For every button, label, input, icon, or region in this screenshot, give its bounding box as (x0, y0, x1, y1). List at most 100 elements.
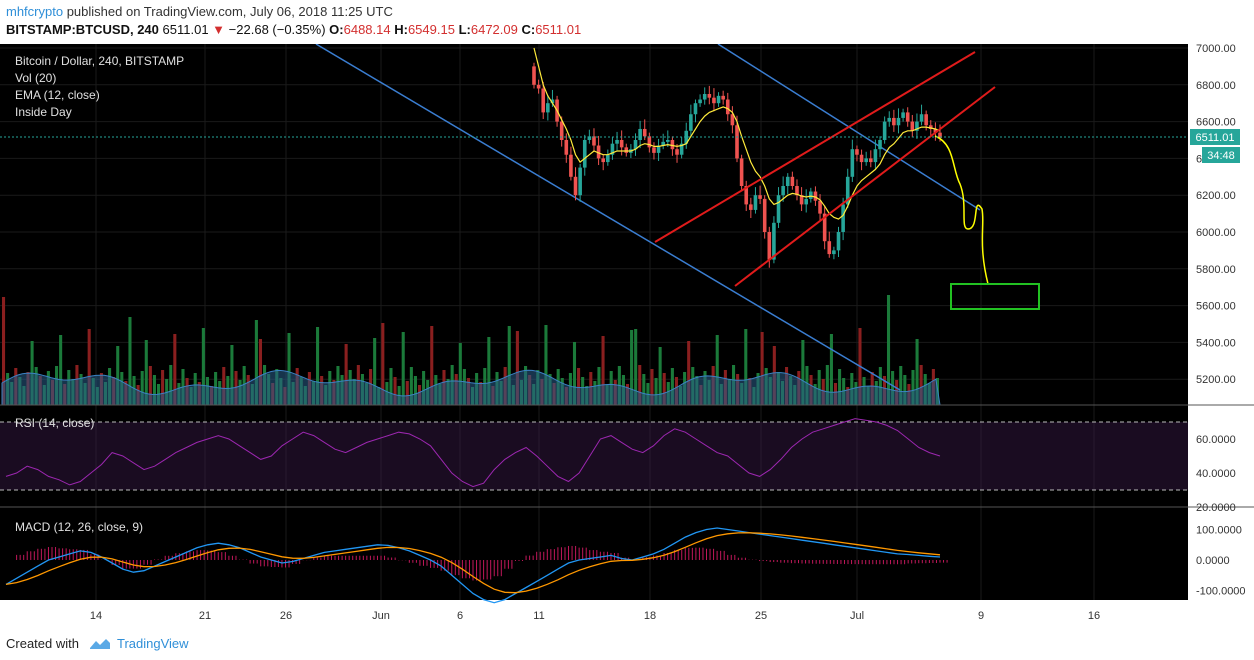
ema-line (533, 47, 941, 220)
candle-body (772, 222, 776, 260)
candle-body (799, 195, 804, 205)
macd-tick-label: -100.0000 (1196, 586, 1246, 598)
candle-body (550, 99, 555, 104)
author-link[interactable]: mhfcrypto (6, 4, 64, 19)
volume-bar (642, 374, 646, 405)
ohlc-line: BITSTAMP:BTCUSD, 240 6511.01 ▼ −22.68 (−… (6, 22, 581, 37)
volume-bar (891, 371, 895, 405)
price-change: −22.68 (−0.35%) (228, 22, 326, 37)
candle-body (804, 198, 809, 205)
volume-bar (829, 334, 833, 405)
candle-body (596, 145, 601, 159)
candle-body (546, 103, 550, 113)
volume-bar (152, 375, 156, 405)
close-label: C: (521, 22, 536, 37)
candle-body (762, 198, 767, 232)
candle-body (882, 121, 887, 140)
volume-bar (638, 365, 642, 405)
candle-body (896, 117, 901, 126)
candle-body (892, 117, 896, 126)
down-arrow-icon: ▼ (212, 22, 226, 37)
countdown-badge (1202, 147, 1240, 163)
candle-body (693, 103, 698, 115)
time-tick-label: 14 (90, 610, 102, 622)
volume-bar (487, 337, 491, 405)
candle-body (809, 191, 813, 199)
time-tick-label: 26 (280, 610, 292, 622)
candle-body (901, 112, 905, 118)
volume-bar (650, 369, 654, 405)
volume-bar (201, 328, 205, 405)
volume-bar (161, 370, 165, 405)
price-tick-label: 7000.00 (1196, 44, 1236, 55)
candle-body (933, 128, 938, 133)
candle-body (536, 84, 541, 89)
candle-body (647, 136, 652, 148)
volume-bar (116, 346, 120, 405)
volume-bar (287, 333, 291, 405)
candle-body (578, 167, 582, 196)
candle-body (735, 125, 739, 159)
candle-body (606, 154, 610, 163)
macd-signal-line (5, 532, 941, 594)
volume-bar (715, 335, 719, 405)
footer: Created with TradingView (0, 628, 1254, 660)
volume-bar (878, 367, 882, 405)
chart-background (0, 44, 1188, 600)
candle-body (818, 200, 822, 214)
channel-lower-line (734, 86, 996, 287)
candle-body (569, 154, 573, 177)
time-axis-background (0, 600, 1254, 628)
volume-bar (344, 344, 348, 405)
candle-body (624, 147, 629, 153)
price-tick-label: 5400.00 (1196, 337, 1236, 349)
candle-body (827, 241, 832, 255)
candle-body (910, 121, 915, 131)
time-tick-label: Jun (372, 610, 390, 622)
time-axis[interactable]: 14 21 26 Jun 6 11 18 25 Jul 9 16 (90, 610, 1100, 622)
price-tick-label: 5200.00 (1196, 374, 1236, 386)
volume-bar (601, 336, 605, 405)
price-tick-label: 6600.00 (1196, 117, 1236, 129)
open-label: O: (329, 22, 344, 37)
volume-bar (381, 323, 385, 405)
volume-bar (422, 371, 426, 405)
created-with-text: Created with (6, 636, 79, 651)
descending-trendline-lower (315, 44, 901, 391)
volume-bar (87, 329, 91, 405)
volume-bar (801, 340, 805, 405)
price-axis[interactable]: 7000.006800.006600.006400.006200.006000.… (1196, 44, 1246, 598)
volume-bar (230, 345, 234, 405)
time-tick-label: 16 (1088, 610, 1100, 622)
candle-body (582, 140, 587, 168)
volume-bar (405, 381, 409, 405)
tradingview-link[interactable]: TradingView (117, 636, 189, 651)
volume-bar (258, 339, 263, 405)
volume-bar (316, 327, 320, 405)
volume-bar (430, 326, 434, 405)
volume-bar (911, 370, 915, 405)
volume-bar (222, 367, 226, 405)
price-chart[interactable]: Bitcoin / Dollar, 240, BITSTAMP Vol (20)… (0, 44, 1254, 628)
candle-body (679, 143, 684, 155)
volume-bar (2, 297, 6, 405)
candle-body (730, 114, 735, 126)
volume-bar (128, 317, 132, 405)
volume-bar (148, 366, 152, 405)
chart-header: mhfcrypto published on TradingView.com, … (0, 0, 1254, 44)
countdown-text: 34:48 (1207, 150, 1235, 162)
volume-bar (140, 371, 144, 405)
volume-bar (144, 340, 148, 405)
candle-body (684, 130, 689, 144)
volume-bar (544, 325, 548, 405)
volume-bar (389, 368, 393, 405)
time-tick-label: 18 (644, 610, 656, 622)
candle-body (859, 154, 864, 163)
candle-body (716, 95, 721, 104)
volume-bar (687, 341, 691, 405)
candle-body (887, 117, 892, 122)
candle-body (919, 114, 924, 122)
candle-body (785, 176, 790, 186)
candle-body (573, 176, 578, 196)
price-badge-text: 6511.01 (1196, 132, 1235, 144)
